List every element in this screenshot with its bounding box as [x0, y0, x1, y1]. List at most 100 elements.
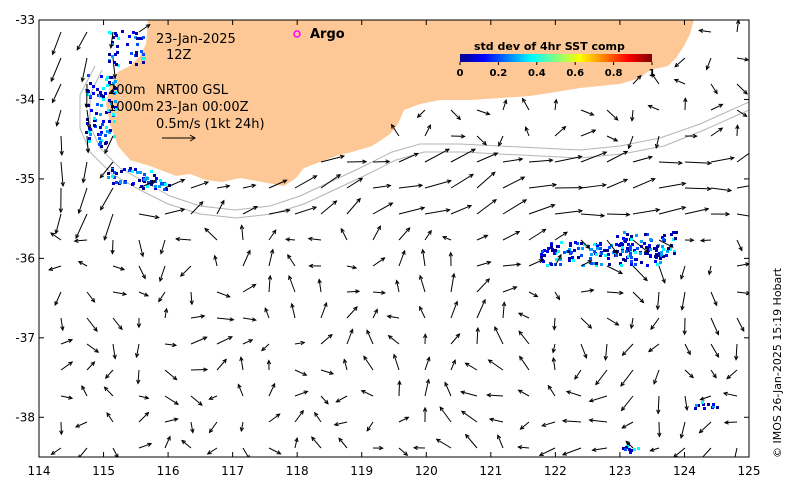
sst-pixel: [107, 172, 110, 175]
sst-pixel: [100, 139, 103, 142]
sst-pixel: [554, 249, 557, 252]
x-tick-label: 114: [28, 464, 51, 478]
sst-pixel: [154, 187, 157, 190]
current-vector: [423, 333, 428, 345]
sst-pixel: [648, 244, 651, 247]
current-vector: [268, 413, 281, 423]
current-vector: [80, 57, 88, 83]
current-vector: [239, 421, 245, 433]
sst-pixel: [576, 242, 579, 245]
current-vector: [346, 265, 358, 270]
sst-pixel: [100, 145, 103, 148]
current-vector: [519, 355, 530, 371]
sst-pixel: [593, 243, 596, 246]
sst-pixel: [114, 87, 117, 90]
sst-pixel: [580, 254, 583, 257]
current-vector: [647, 104, 660, 111]
current-vector: [554, 125, 567, 137]
current-vector: [580, 260, 593, 267]
current-vector: [372, 159, 391, 164]
sst-pixel: [135, 32, 138, 35]
sst-pixel: [142, 53, 145, 56]
sst-pixel: [659, 261, 662, 264]
date-label: 23-Jan-2025: [156, 32, 236, 47]
current-vector: [710, 156, 735, 163]
sst-pixel: [633, 249, 636, 252]
sst-pixel: [112, 36, 115, 39]
sst-pixel: [661, 245, 664, 248]
current-vector: [580, 129, 597, 137]
current-vector: [554, 155, 583, 163]
current-vector: [620, 395, 634, 412]
current-vector: [398, 206, 426, 215]
current-vector: [100, 187, 114, 211]
current-vector: [736, 185, 749, 189]
y-axis: -33 -34 -35 -36 -37 -38: [15, 13, 749, 424]
sst-pixel: [593, 262, 596, 265]
current-vector: [51, 83, 62, 104]
current-vector: [450, 134, 466, 139]
current-vector: [736, 109, 748, 117]
current-vector: [541, 421, 556, 427]
current-vector: [268, 447, 282, 455]
sst-pixel: [621, 248, 624, 251]
current-vector: [460, 390, 478, 397]
sst-pixel: [662, 255, 665, 258]
current-vector: [502, 98, 508, 111]
current-vector: [60, 161, 65, 188]
current-vector: [136, 317, 142, 329]
sst-pixel: [117, 64, 120, 67]
sst-pixel: [570, 251, 573, 254]
colorbar-tick-label: 0.2: [490, 68, 508, 79]
sst-pixel: [111, 175, 114, 178]
sst-pixel: [107, 176, 110, 179]
current-vector: [164, 435, 171, 449]
sst-pixel: [150, 183, 153, 186]
sst-pixel: [88, 140, 91, 143]
current-vector: [591, 447, 608, 452]
sst-pixel: [660, 251, 663, 254]
current-vector: [99, 161, 114, 179]
sst-pixel: [143, 180, 146, 183]
current-vector: [561, 447, 582, 456]
sst-pixel: [135, 54, 138, 57]
current-vector: [528, 291, 539, 298]
current-vector: [81, 384, 88, 397]
current-vector: [86, 361, 96, 371]
current-vector: [524, 126, 530, 137]
current-vector: [164, 207, 186, 215]
current-vector: [502, 157, 524, 163]
sst-pixel: [108, 60, 111, 63]
current-vector: [346, 306, 358, 319]
sst-pixel: [555, 258, 558, 261]
current-vector: [647, 343, 660, 353]
current-vector: [606, 135, 619, 142]
sst-pixel: [619, 253, 622, 256]
sst-pixel: [590, 262, 593, 265]
current-vector: [547, 384, 556, 397]
sst-pixel: [142, 36, 145, 39]
current-vector: [517, 312, 530, 319]
sst-pixel: [114, 32, 117, 35]
sst-pixel: [158, 185, 161, 188]
current-vector: [208, 421, 218, 434]
current-vector: [112, 291, 128, 296]
sst-pixel: [577, 256, 580, 259]
sst-pixel: [607, 257, 610, 260]
sst-pixel: [143, 173, 146, 176]
current-vector: [444, 381, 452, 397]
current-vector: [551, 356, 557, 371]
sst-pixel: [607, 253, 610, 256]
current-vector: [360, 390, 374, 397]
sst-pixel: [551, 249, 554, 252]
current-vector: [346, 197, 361, 215]
current-vector: [654, 135, 660, 149]
current-vector: [517, 445, 530, 450]
current-vector: [86, 291, 96, 303]
current-vector: [60, 395, 74, 400]
sst-pixel: [624, 259, 627, 262]
current-vector: [502, 262, 522, 267]
current-vector: [553, 98, 559, 111]
x-tick-label: 119: [350, 464, 373, 478]
